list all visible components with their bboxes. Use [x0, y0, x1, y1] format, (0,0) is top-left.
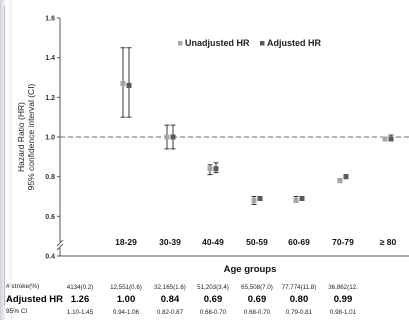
legend-swatch	[260, 41, 265, 46]
y-tick-label: 0.4	[45, 254, 55, 261]
x-category-label: 30-39	[159, 237, 181, 247]
chart-axes	[56, 17, 409, 257]
chart-labels: 0.4 0.6 0.8 1.0 1.2 1.4 1.6 18-29 30-39 40-49 50-5…	[16, 16, 397, 276]
x-category-label: ≥ 80	[380, 237, 397, 247]
y-tick-label: 1.6	[45, 16, 55, 23]
y-tick-label: 1.0	[45, 135, 55, 142]
y-axis-title-line: 95% confidence interval (CI)	[26, 83, 36, 190]
point-marker	[126, 82, 132, 88]
y-axis-title-line: Hazard Ratio (HR)	[16, 102, 26, 172]
point-marker	[337, 178, 343, 184]
point-marker	[207, 166, 213, 172]
x-axis-title: Age groups	[224, 264, 277, 275]
x-category-label: 40-49	[202, 237, 224, 247]
x-category-label: 50-59	[246, 237, 268, 247]
point-marker	[251, 197, 257, 203]
point-marker	[170, 134, 176, 140]
y-axis-title: Hazard Ratio (HR)95% confidence interval…	[16, 83, 36, 190]
legend-label: Adjusted HR	[267, 38, 322, 48]
point-marker	[382, 136, 388, 142]
point-marker	[213, 166, 219, 172]
point-marker	[164, 134, 170, 140]
point-marker	[388, 136, 394, 142]
x-category-label: 60-69	[288, 237, 310, 247]
chart-series	[120, 47, 394, 205]
point-marker	[293, 197, 299, 203]
y-tick-label: 1.4	[45, 55, 55, 62]
y-tick-label: 0.6	[45, 214, 55, 221]
y-tick-label: 0.8	[45, 174, 55, 181]
x-category-label: 18-29	[115, 237, 137, 247]
axis-break-mark	[56, 239, 64, 247]
y-tick-label: 1.2	[45, 95, 55, 102]
point-marker	[257, 195, 263, 201]
point-marker	[299, 195, 305, 201]
legend-swatch	[178, 41, 183, 46]
axis-break-mark	[56, 243, 64, 251]
point-marker	[120, 80, 126, 86]
point-marker	[343, 174, 349, 180]
window-left-edge	[0, 0, 12, 320]
legend-label: Unadjusted HR	[185, 38, 250, 48]
x-category-label: 70-79	[332, 237, 354, 247]
